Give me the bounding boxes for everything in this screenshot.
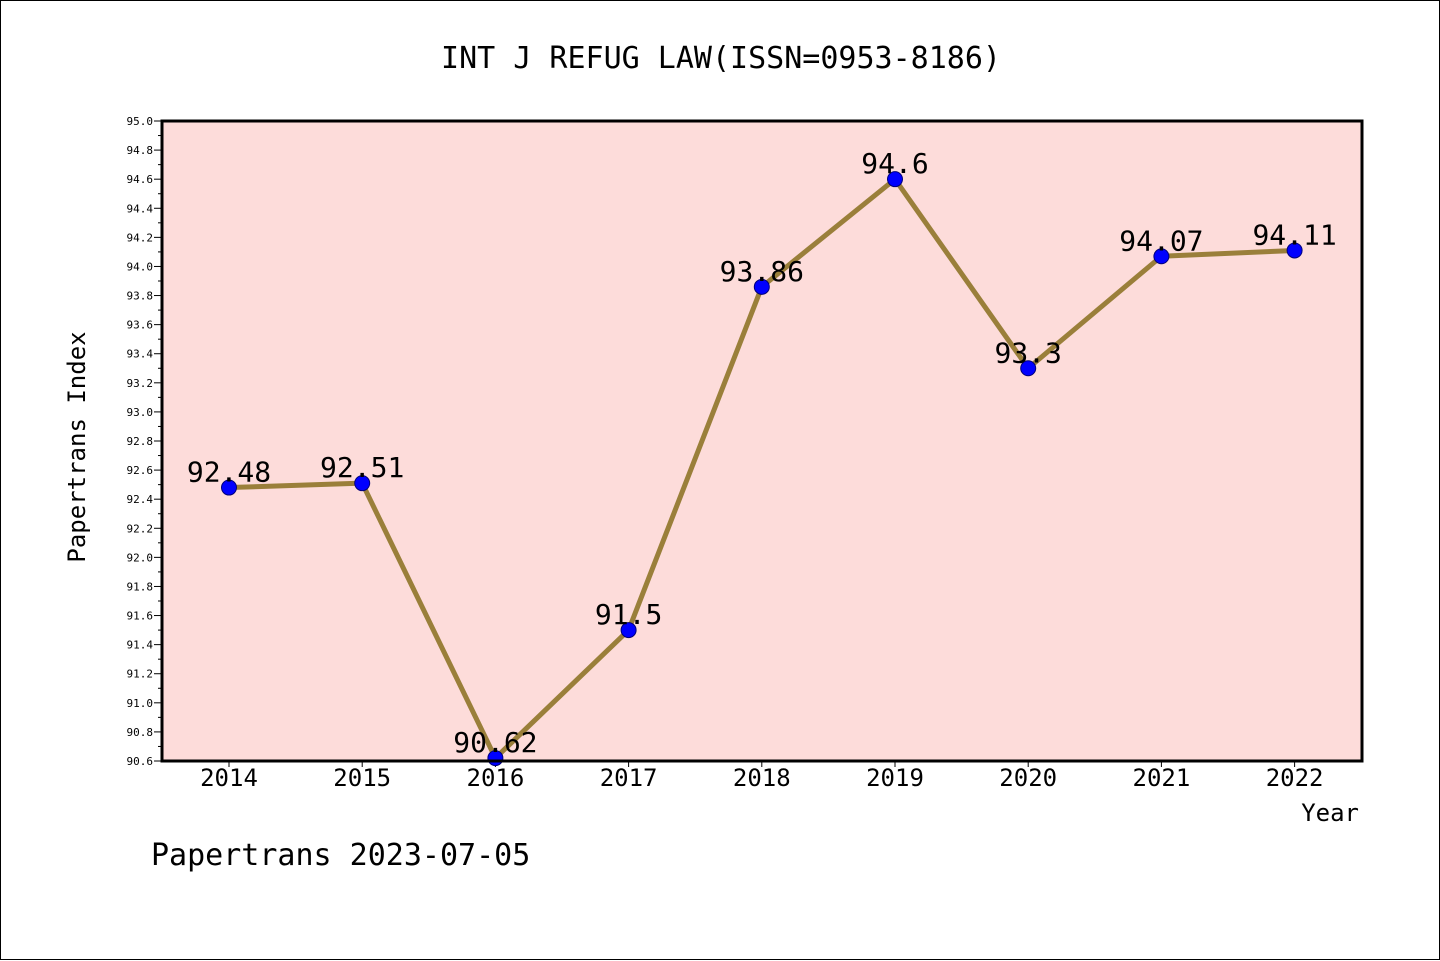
y-tick-label: 92.4 bbox=[127, 493, 154, 506]
y-tick-label: 93.4 bbox=[127, 348, 154, 361]
chart-title: INT J REFUG LAW(ISSN=0953-8186) bbox=[441, 41, 1001, 76]
x-tick-label: 2015 bbox=[333, 764, 391, 792]
y-tick-label: 94.0 bbox=[127, 260, 154, 273]
y-axis: 90.6 90.8 91.0 91.2 91.4 91.6 91.8 92.0 92.2 92.4… bbox=[127, 115, 162, 768]
plot-area bbox=[162, 121, 1362, 761]
data-label: 90.62 bbox=[453, 726, 537, 759]
x-tick-label: 2020 bbox=[999, 764, 1057, 792]
data-label: 92.48 bbox=[187, 456, 271, 489]
x-tick-label: 2022 bbox=[1266, 764, 1324, 792]
footer-text: Papertrans 2023-07-05 bbox=[151, 838, 530, 873]
data-point bbox=[1286, 242, 1303, 259]
data-label: 94.6 bbox=[861, 147, 928, 180]
y-tick-label: 91.0 bbox=[127, 697, 154, 710]
x-tick-label: 2021 bbox=[1133, 764, 1191, 792]
x-tick-label: 2018 bbox=[733, 764, 791, 792]
x-axis: 2014 2015 2016 2017 2018 2019 2020 2021 2022 bbox=[200, 761, 1323, 792]
data-label: 94.11 bbox=[1252, 218, 1336, 251]
y-tick-label: 92.2 bbox=[127, 522, 154, 535]
data-label: 94.07 bbox=[1119, 224, 1203, 257]
data-point bbox=[753, 278, 770, 295]
x-axis-title: Year bbox=[1301, 799, 1359, 827]
data-label: 93.3 bbox=[994, 336, 1061, 369]
data-labels: 92.48 92.51 90.62 91.5 93.86 94.6 93.3 94.07 94.… bbox=[187, 147, 1337, 759]
y-tick-label: 92.6 bbox=[127, 464, 154, 477]
data-point bbox=[620, 622, 637, 639]
data-point bbox=[221, 479, 237, 496]
data-point bbox=[887, 171, 903, 188]
data-point bbox=[1020, 360, 1037, 377]
y-tick-label: 95.0 bbox=[127, 115, 154, 128]
data-label: 93.86 bbox=[720, 255, 804, 288]
x-tick-label: 2016 bbox=[467, 764, 525, 792]
data-point bbox=[354, 475, 371, 492]
y-tick-label: 91.8 bbox=[127, 580, 154, 593]
y-tick-label: 92.8 bbox=[127, 435, 154, 448]
y-tick-label: 94.6 bbox=[127, 173, 154, 186]
y-tick-label: 93.6 bbox=[127, 319, 154, 332]
y-tick-label: 94.2 bbox=[127, 231, 154, 244]
y-tick-label: 91.2 bbox=[127, 668, 154, 681]
x-tick-label: 2017 bbox=[600, 764, 658, 792]
series-markers bbox=[221, 171, 1303, 767]
data-point bbox=[1153, 248, 1170, 265]
y-tick-label: 90.6 bbox=[127, 755, 154, 768]
y-tick-label: 93.0 bbox=[127, 406, 154, 419]
y-tick-label: 94.8 bbox=[127, 144, 154, 157]
plot-border bbox=[160, 119, 1364, 763]
y-tick-label: 91.6 bbox=[127, 610, 154, 623]
y-tick-label: 90.8 bbox=[127, 726, 154, 739]
y-tick-label: 93.8 bbox=[127, 290, 154, 303]
x-tick-label: 2014 bbox=[200, 764, 258, 792]
y-tick-label: 92.0 bbox=[127, 551, 154, 564]
data-label: 92.51 bbox=[320, 451, 404, 484]
y-tick-label: 94.4 bbox=[127, 202, 154, 215]
data-label: 91.5 bbox=[595, 598, 662, 631]
x-tick-label: 2019 bbox=[866, 764, 924, 792]
y-axis-title: Papertrans Index bbox=[63, 331, 91, 562]
y-tick-label: 91.4 bbox=[127, 639, 154, 652]
y-tick-label: 93.2 bbox=[127, 377, 154, 390]
